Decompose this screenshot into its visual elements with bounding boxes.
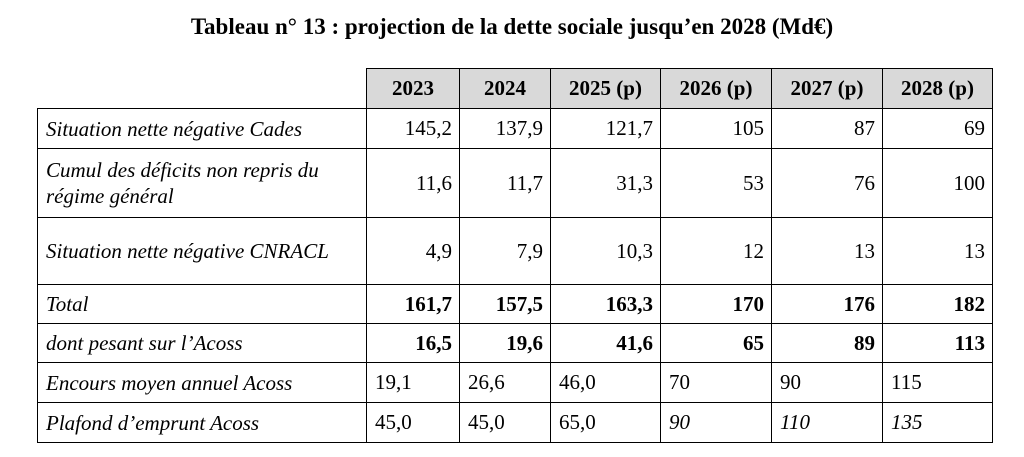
cell-value: 163,3 [550,284,661,324]
table-row: Cumul des déficits non repris du régime … [37,148,993,218]
cell-value: 90 [771,362,883,403]
cell-value: 16,5 [366,323,460,363]
table-row: Encours moyen annuel Acoss 19,1 26,6 46,… [37,362,993,403]
header-row: 2023 2024 2025 (p) 2026 (p) 2027 (p) 202… [37,68,993,109]
cell-value: 13 [882,217,993,285]
year-header-2023: 2023 [366,68,460,109]
cell-value: 135 [882,402,993,443]
cell-value: 110 [771,402,883,443]
cell-value: 12 [660,217,772,285]
cell-value: 100 [882,148,993,218]
year-header-2028: 2028 (p) [882,68,993,109]
table-row: Situation nette négative Cades 145,2 137… [37,108,993,149]
cell-value: 137,9 [459,108,551,149]
table-row-acoss: dont pesant sur l’Acoss 16,5 19,6 41,6 6… [37,323,993,363]
cell-value: 76 [771,148,883,218]
row-label-encours: Encours moyen annuel Acoss [37,362,367,403]
cell-value: 11,7 [459,148,551,218]
cell-value: 176 [771,284,883,324]
cell-value: 145,2 [366,108,460,149]
year-header-2025: 2025 (p) [550,68,661,109]
cell-value: 182 [882,284,993,324]
cell-value: 7,9 [459,217,551,285]
row-label-acoss: dont pesant sur l’Acoss [37,323,367,363]
cell-value: 87 [771,108,883,149]
cell-value: 45,0 [459,402,551,443]
table-row-total: Total 161,7 157,5 163,3 170 176 182 [37,284,993,324]
cell-value: 19,1 [366,362,460,403]
cell-value: 115 [882,362,993,403]
cell-value: 11,6 [366,148,460,218]
table-row: Situation nette négative CNRACL 4,9 7,9 … [37,217,993,285]
header-corner [37,68,367,109]
cell-value: 46,0 [550,362,661,403]
cell-value: 65,0 [550,402,661,443]
table-title: Tableau n° 13 : projection de la dette s… [190,14,834,39]
cell-value: 53 [660,148,772,218]
cell-value: 45,0 [366,402,460,443]
cell-value: 10,3 [550,217,661,285]
year-header-2024: 2024 [459,68,551,109]
cell-value: 121,7 [550,108,661,149]
year-header-2026: 2026 (p) [660,68,772,109]
cell-value: 90 [660,402,772,443]
cell-value: 89 [771,323,883,363]
cell-value: 70 [660,362,772,403]
year-header-2027: 2027 (p) [771,68,883,109]
cell-value: 13 [771,217,883,285]
debt-projection-table: 2023 2024 2025 (p) 2026 (p) 2027 (p) 202… [37,68,993,443]
cell-value: 161,7 [366,284,460,324]
row-label-deficits: Cumul des déficits non repris du régime … [37,148,367,218]
row-label-total: Total [37,284,367,324]
cell-value: 105 [660,108,772,149]
row-label-cades: Situation nette négative Cades [37,108,367,149]
cell-value: 65 [660,323,772,363]
row-label-plafond: Plafond d’emprunt Acoss [37,402,367,443]
cell-value: 19,6 [459,323,551,363]
cell-value: 170 [660,284,772,324]
cell-value: 41,6 [550,323,661,363]
table-row: Plafond d’emprunt Acoss 45,0 45,0 65,0 9… [37,402,993,443]
cell-value: 69 [882,108,993,149]
cell-value: 26,6 [459,362,551,403]
row-label-cnracl: Situation nette négative CNRACL [37,217,367,285]
cell-value: 157,5 [459,284,551,324]
cell-value: 31,3 [550,148,661,218]
cell-value: 4,9 [366,217,460,285]
cell-value: 113 [882,323,993,363]
